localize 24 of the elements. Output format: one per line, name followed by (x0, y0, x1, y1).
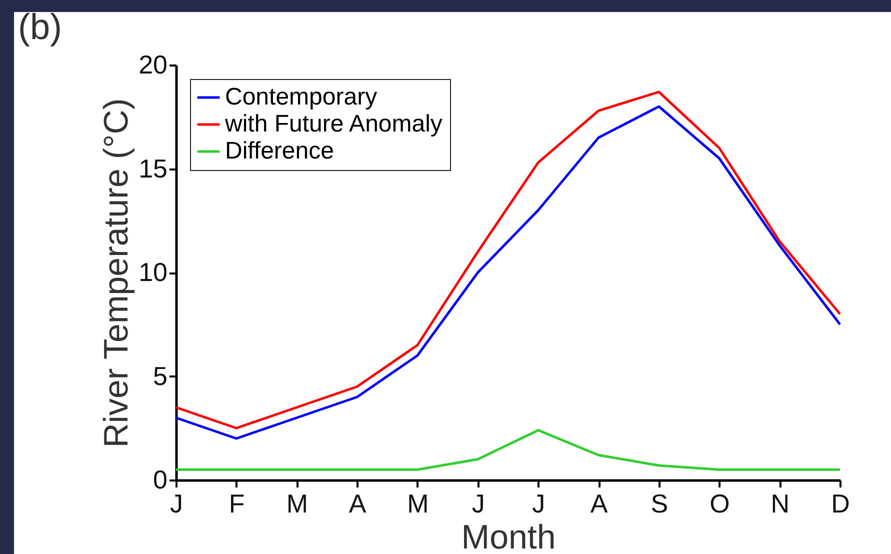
y-tick-label: 15 (138, 153, 168, 184)
x-tick-label: A (590, 488, 608, 518)
x-axis-title: Month (461, 518, 556, 554)
x-tick-label: N (770, 488, 790, 518)
legend-label: Difference (225, 138, 334, 164)
x-tick-label: J (532, 488, 546, 518)
x-tick-label: J (170, 488, 183, 518)
y-tick-label: 10 (138, 257, 168, 287)
y-axis-title: River Temperature (°C) (98, 98, 136, 448)
x-tick-label: F (228, 488, 245, 518)
x-tick-label: D (831, 488, 850, 518)
x-tick-label: M (407, 488, 429, 518)
x-tick-label: J (472, 488, 485, 518)
y-tick-label: 0 (153, 464, 168, 494)
x-tick-label: O (710, 488, 730, 518)
legend-label: Contemporary (225, 84, 378, 110)
line-series (174, 428, 842, 471)
legend-label: with Future Anomaly (224, 110, 442, 138)
x-tick-label: M (286, 488, 308, 518)
y-tick-label: 5 (153, 360, 168, 391)
x-tick-label: S (650, 488, 668, 518)
y-tick-label: 20 (138, 50, 168, 80)
text: (b) (18, 6, 62, 48)
x-tick-label: A (348, 488, 367, 518)
